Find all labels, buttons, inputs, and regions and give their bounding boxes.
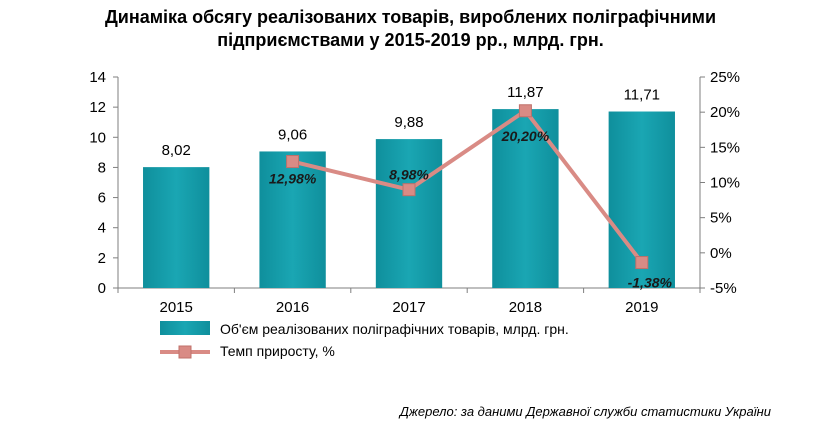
source-note: Джерело: за даними Державної служби стат…: [399, 404, 771, 419]
growth-value-label: 12,98%: [269, 171, 317, 187]
growth-line: [292, 108, 644, 264]
growth-value-label: -1,38%: [628, 275, 673, 291]
y-left-tick-label: 6: [98, 190, 106, 207]
legend-swatch-bars: [160, 321, 210, 335]
y-right-tick-label: 15%: [710, 139, 740, 156]
bar: [259, 151, 326, 288]
x-tick-label: 2015: [160, 299, 193, 316]
y-left-tick-label: 0: [98, 280, 106, 297]
x-tick-label: 2016: [276, 299, 309, 316]
y-right-tick-label: 0%: [710, 245, 732, 262]
chart-title-line-2: підприємствами у 2015-2019 рр., млрд. гр…: [217, 30, 604, 50]
x-tick-label: 2019: [625, 299, 658, 316]
growth-point-marker: [402, 183, 416, 197]
bar-value-label: 9,06: [278, 126, 307, 143]
y-right-tick-label: 20%: [710, 104, 740, 121]
y-left-tick-label: 8: [98, 159, 106, 176]
bar-value-label: 8,02: [162, 142, 191, 159]
y-right-tick-label: 10%: [710, 175, 740, 192]
legend: [160, 321, 210, 359]
legend-swatch-marker: [178, 345, 192, 359]
x-tick-label: 2018: [509, 299, 542, 316]
growth-point-marker: [286, 155, 300, 169]
chart-title: Динаміка обсягу реалізованих товарів, ви…: [0, 6, 821, 52]
y-right-tick-label: -5%: [710, 280, 737, 297]
bar-value-label: 9,88: [394, 114, 423, 131]
bar-series: [143, 109, 675, 288]
y-left-tick-label: 2: [98, 250, 106, 267]
line-series: [286, 104, 649, 270]
bar: [375, 139, 443, 288]
y-left-tick-label: 4: [98, 220, 106, 237]
legend-label-line: Темп приросту, %: [220, 343, 335, 359]
growth-value-label: 8,98%: [389, 167, 429, 183]
growth-value-label: 20,20%: [501, 128, 550, 144]
bar-value-label: 11,71: [624, 87, 660, 104]
y-right-tick-label: 25%: [710, 69, 740, 86]
axes: 0 2 4 6 8 10 12 14 -5% 0% 5% 10% 15% 20% 25% 2015 2016 20…: [89, 69, 740, 316]
x-tick-label: 2017: [392, 299, 425, 316]
y-left-tick-label: 12: [89, 99, 106, 116]
y-left-tick-label: 10: [89, 129, 106, 146]
legend-label-bars: Об'єм реалізованих поліграфічних товарів…: [220, 321, 569, 337]
growth-point-marker: [635, 256, 649, 270]
bar-value-label: 11,87: [507, 84, 543, 101]
data-labels: 8,02 9,06 9,88 11,87 11,71 12,98% 8,98% 20,20% -…: [162, 84, 673, 290]
bar: [143, 167, 210, 288]
chart-title-line-1: Динаміка обсягу реалізованих товарів, ви…: [104, 7, 717, 27]
growth-point-marker: [518, 104, 532, 118]
y-right-tick-label: 5%: [710, 210, 732, 227]
y-left-tick-label: 14: [89, 69, 106, 86]
